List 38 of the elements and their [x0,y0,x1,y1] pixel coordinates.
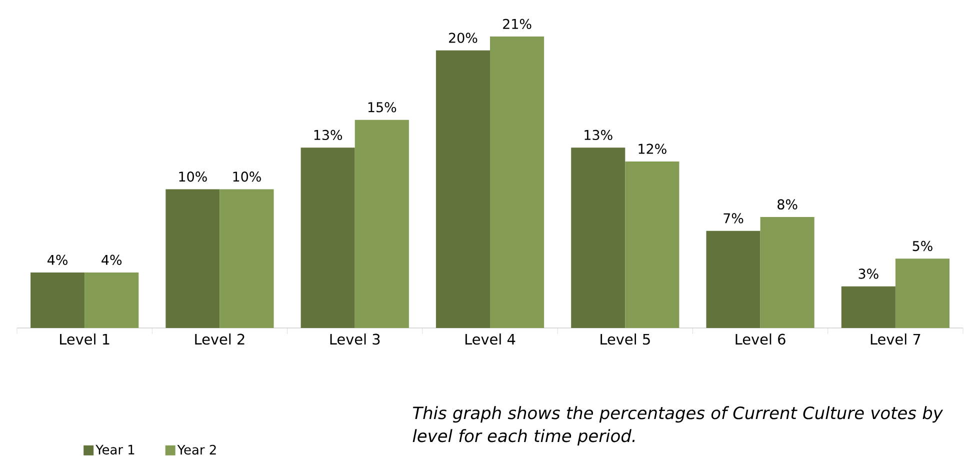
data-label: 20% [449,32,478,43]
bar [84,272,139,328]
data-label: 12% [638,144,666,154]
x-tick-label: Level 4 [465,333,516,345]
x-tick-label: Level 2 [195,333,244,345]
bar [841,286,896,328]
x-tick-label: Level 3 [330,333,380,345]
x-tick-label: Level 1 [60,333,110,345]
legend-label: Year 1 [96,444,134,455]
bar [625,161,680,328]
data-label: 4% [102,254,122,265]
bar [300,148,355,328]
data-label: 10% [179,172,207,182]
data-label: 4% [48,254,68,265]
bar [760,216,814,328]
data-label: 15% [368,102,396,112]
x-tick-label: Level 5 [600,333,650,345]
bar [166,189,220,328]
data-label: 5% [912,240,932,252]
text: This graph shows the percentages of Current Culture votes by level for each time period. [412,406,944,446]
bar [895,258,950,328]
x-tick-label: Level 6 [736,333,786,345]
bar [354,120,409,328]
data-label: 13% [584,130,612,140]
x-tick-label: Level 7 [870,333,920,345]
bar [220,189,274,328]
bar [490,36,544,328]
bar [571,148,626,328]
data-label: 3% [858,268,878,279]
legend-label: Year 2 [177,444,216,455]
data-label: 13% [314,130,342,140]
bar [30,272,85,328]
bar [436,50,490,328]
bar [706,230,760,328]
data-label: 8% [778,199,798,210]
data-label: 10% [233,172,261,182]
data-label: 7% [724,213,744,224]
data-label: 21% [503,18,532,30]
